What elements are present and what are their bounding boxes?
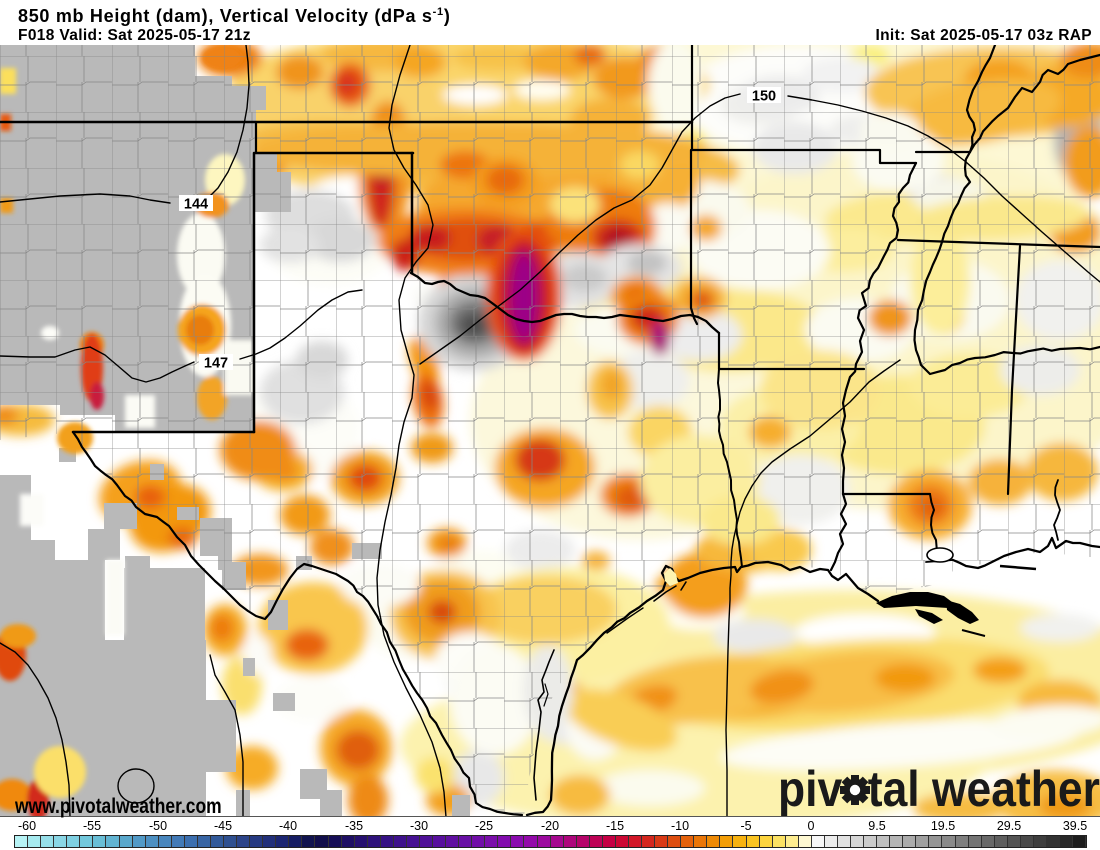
svg-text:tal weather: tal weather [868, 762, 1100, 817]
svg-text:147: 147 [204, 356, 228, 372]
svg-text:piv: piv [778, 762, 843, 817]
svg-text:144: 144 [184, 197, 208, 213]
svg-text:150: 150 [752, 89, 776, 105]
